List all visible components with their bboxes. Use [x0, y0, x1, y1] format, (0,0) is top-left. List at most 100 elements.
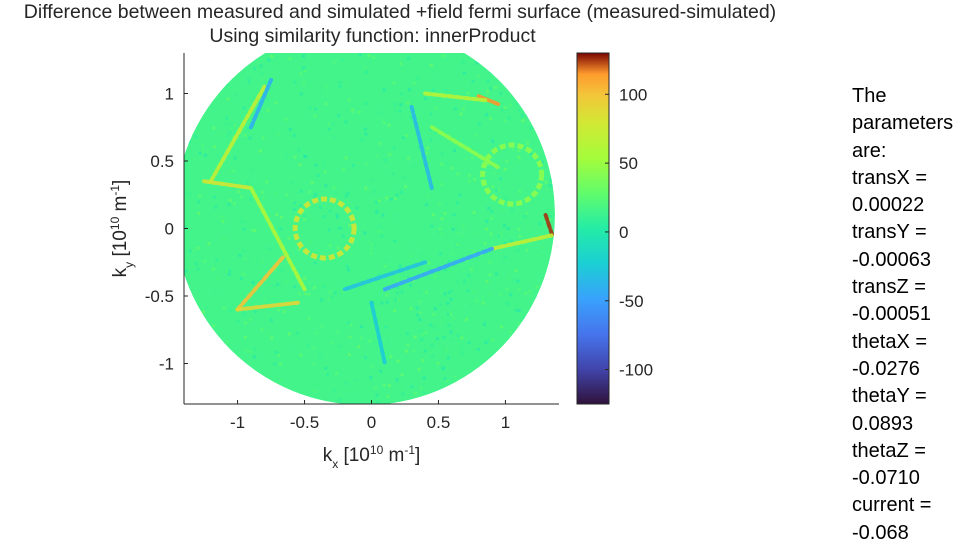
- noise-cell: [303, 276, 307, 280]
- noise-cell: [475, 61, 479, 65]
- noise-cell: [234, 124, 238, 127]
- noise-cell: [431, 213, 435, 217]
- noise-cell: [429, 138, 433, 142]
- noise-cell: [303, 69, 307, 73]
- noise-cell: [259, 356, 263, 359]
- noise-cell: [408, 276, 412, 279]
- noise-cell: [476, 348, 480, 351]
- noise-cell: [369, 177, 373, 181]
- noise-cell: [184, 225, 188, 229]
- noise-cell: [433, 130, 437, 134]
- noise-cell: [466, 328, 470, 332]
- noise-cell: [467, 341, 471, 345]
- noise-cell: [456, 231, 460, 235]
- noise-cell: [456, 280, 460, 283]
- noise-cell: [195, 262, 198, 266]
- noise-cell: [528, 72, 531, 76]
- noise-cell: [485, 219, 489, 223]
- noise-cell: [241, 377, 245, 381]
- noise-cell: [488, 273, 492, 277]
- noise-cell: [543, 126, 547, 130]
- noise-cell: [261, 136, 265, 140]
- noise-cell: [364, 356, 368, 360]
- noise-cell: [225, 340, 229, 344]
- noise-cell: [499, 149, 503, 153]
- noise-cell: [505, 287, 509, 291]
- noise-cell: [544, 366, 548, 370]
- noise-cell: [361, 237, 365, 241]
- noise-cell: [213, 291, 217, 294]
- noise-cell: [346, 191, 350, 195]
- noise-cell: [554, 376, 555, 380]
- noise-cell: [552, 170, 555, 174]
- noise-cell: [217, 73, 221, 77]
- colorbar-tick-label: -100: [619, 361, 653, 380]
- noise-cell: [295, 319, 299, 323]
- noise-cell: [278, 131, 282, 135]
- noise-cell: [384, 293, 388, 297]
- noise-cell: [506, 348, 510, 352]
- noise-cell: [257, 235, 261, 239]
- x-axis-label: kx [1010 m-1]: [323, 443, 421, 471]
- noise-cell: [557, 79, 560, 82]
- noise-cell: [509, 293, 513, 297]
- noise-cell: [472, 290, 476, 294]
- noise-cell: [241, 248, 245, 252]
- noise-cell: [517, 322, 521, 326]
- noise-cell: [416, 313, 420, 317]
- noise-cell: [232, 201, 236, 205]
- noise-cell: [382, 88, 386, 92]
- noise-cell: [372, 56, 376, 60]
- noise-cell: [467, 174, 471, 178]
- noise-cell: [409, 284, 413, 287]
- noise-cell: [482, 323, 486, 326]
- noise-cell: [502, 381, 506, 385]
- noise-cell: [274, 191, 278, 195]
- noise-cell: [393, 309, 396, 312]
- noise-cell: [440, 152, 444, 156]
- noise-cell: [215, 60, 219, 64]
- noise-cell: [299, 72, 303, 76]
- noise-cell: [432, 312, 436, 316]
- noise-cell: [441, 54, 445, 58]
- parameters-text: The parameters are: transX = 0.00022 tra…: [852, 85, 954, 544]
- noise-cell: [249, 197, 252, 201]
- noise-cell: [228, 199, 232, 203]
- noise-cell: [292, 207, 296, 211]
- noise-cell: [488, 292, 492, 296]
- noise-cell: [449, 330, 453, 334]
- noise-cell: [527, 372, 531, 376]
- noise-cell: [253, 229, 257, 232]
- noise-cell: [370, 249, 374, 253]
- noise-cell: [426, 146, 430, 150]
- noise-cell: [371, 341, 375, 345]
- noise-cell: [378, 142, 382, 145]
- noise-cell: [485, 89, 489, 93]
- noise-cell: [240, 219, 244, 223]
- noise-cell: [395, 54, 399, 58]
- noise-cell: [502, 223, 506, 227]
- noise-cell: [396, 298, 400, 302]
- noise-cell: [308, 239, 312, 243]
- noise-cell: [239, 131, 243, 135]
- noise-cell: [520, 113, 524, 117]
- noise-cell: [548, 312, 552, 316]
- noise-cell: [261, 260, 265, 264]
- noise-cell: [512, 355, 516, 359]
- noise-cell: [217, 153, 220, 157]
- noise-cell: [244, 321, 248, 325]
- noise-cell: [227, 134, 230, 137]
- noise-cell: [394, 298, 398, 302]
- noise-cell: [399, 92, 403, 96]
- noise-cell: [526, 141, 530, 145]
- noise-cell: [506, 373, 510, 377]
- noise-cell: [328, 297, 331, 301]
- noise-cell: [508, 184, 511, 188]
- noise-cell: [189, 249, 193, 253]
- noise-cell: [227, 65, 231, 69]
- noise-cell: [501, 261, 505, 265]
- noise-cell: [288, 347, 292, 351]
- noise-cell: [409, 254, 413, 258]
- noise-cell: [423, 349, 427, 353]
- noise-cell: [396, 291, 399, 295]
